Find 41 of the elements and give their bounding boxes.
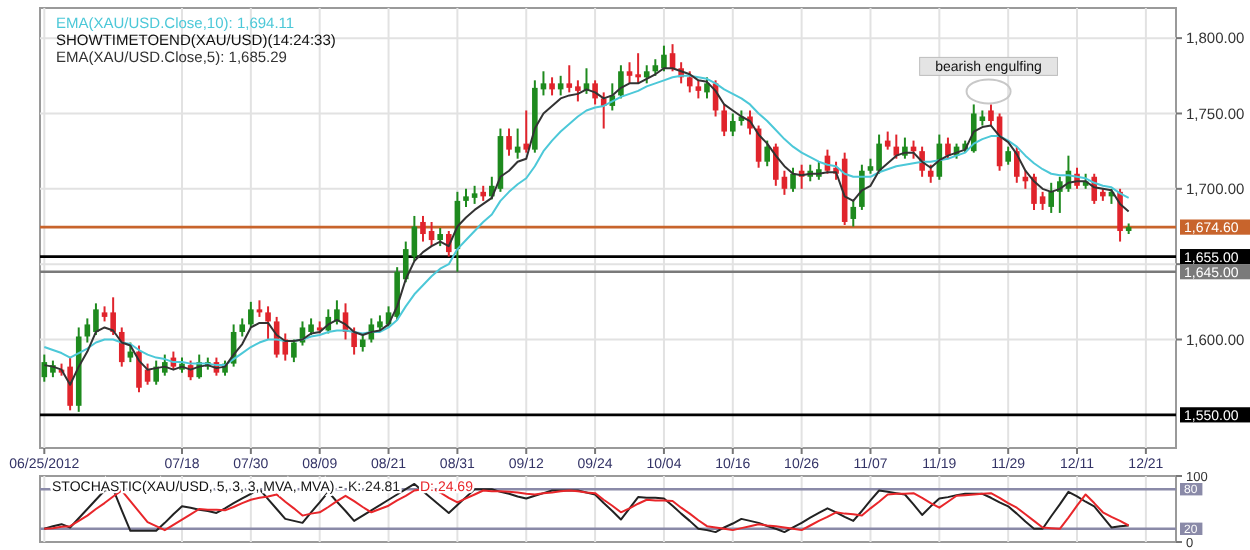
- candlestick: [110, 296, 116, 336]
- candlestick: [118, 326, 125, 368]
- candlestick: [618, 64, 624, 100]
- candlestick: [248, 300, 254, 329]
- candlestick: [729, 112, 736, 138]
- candlestick: [661, 44, 667, 73]
- candlestick: [420, 214, 426, 243]
- candlestick: [506, 127, 512, 157]
- candlestick: [136, 344, 142, 394]
- candlestick: [850, 199, 857, 228]
- candlestick: [686, 70, 693, 94]
- candlestick: [291, 338, 297, 364]
- candlestick: [945, 136, 951, 160]
- candlestick: [523, 109, 530, 154]
- candlestick: [549, 76, 555, 97]
- candlestick: [351, 326, 357, 356]
- candlestick: [790, 166, 796, 193]
- candlestick: [635, 52, 641, 85]
- candlestick: [566, 64, 573, 94]
- candlestick: [704, 76, 710, 100]
- candlestick: [773, 142, 779, 187]
- candlestick: [67, 356, 73, 412]
- candlestick: [876, 133, 882, 175]
- candlestick: [359, 332, 366, 353]
- candlestick: [437, 227, 443, 248]
- candlestick: [643, 64, 650, 85]
- candlestick: [93, 302, 99, 336]
- candlestick: [927, 163, 934, 184]
- candlestick: [1005, 145, 1011, 166]
- candlestick: [84, 317, 91, 344]
- candlestick: [1031, 172, 1037, 211]
- candlestick: [265, 305, 271, 341]
- candlestick: [1048, 181, 1055, 214]
- candlestick: [764, 139, 771, 168]
- candlestick: [721, 103, 727, 138]
- candlestick: [626, 61, 633, 85]
- candlestick: [463, 187, 469, 208]
- candlestick: [695, 79, 702, 100]
- candlestick: [239, 317, 246, 338]
- candlestick: [471, 184, 478, 205]
- candlestick: [1117, 187, 1123, 243]
